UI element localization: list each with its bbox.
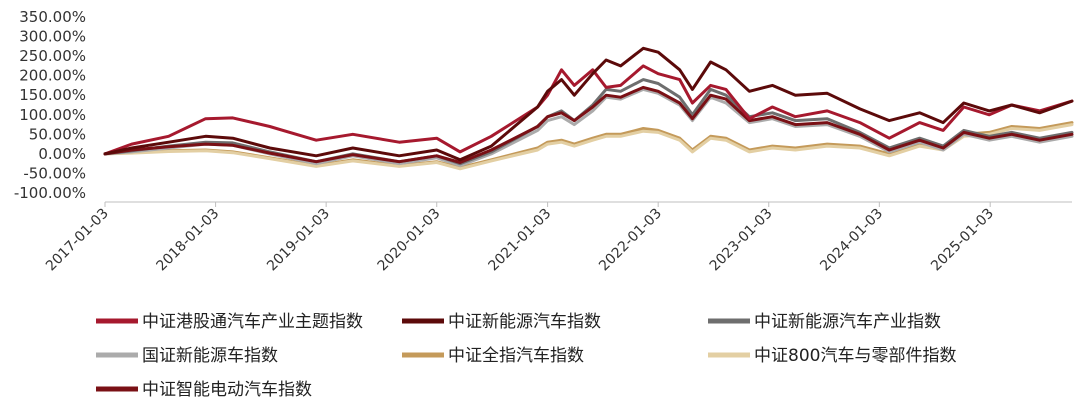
x-tick-label: 2021-01-03 (486, 206, 555, 275)
series-line (103, 123, 1074, 171)
legend-label: 国证新能源车指数 (142, 346, 278, 366)
y-tick-label: 200.00% (19, 67, 86, 85)
x-tick-label: 2020-01-03 (375, 206, 444, 275)
y-tick-label: 350.00% (19, 8, 86, 26)
series-line (103, 46, 1074, 162)
plot-area (103, 46, 1074, 171)
x-tick-label: 2018-01-03 (154, 206, 223, 275)
legend-item: 国证新能源车指数 (96, 346, 278, 366)
x-tick-label: 2019-01-03 (264, 206, 333, 275)
legend-label: 中证新能源汽车指数 (448, 312, 601, 332)
legend-item: 中证新能源汽车指数 (402, 312, 601, 332)
series-line (103, 85, 1074, 164)
x-tick-label: 2017-01-03 (43, 206, 112, 275)
y-tick-label: 150.00% (19, 86, 86, 104)
legend-item: 中证新能源汽车产业指数 (708, 312, 941, 332)
x-tick-label: 2022-01-03 (596, 206, 665, 275)
y-tick-label: -100.00% (14, 184, 86, 202)
series-line (103, 64, 1074, 156)
legend: 中证港股通汽车产业主题指数 中证新能源汽车指数 中证新能源汽车产业指数国证新能源车指… (96, 312, 956, 400)
x-tick-label: 2023-01-03 (707, 206, 776, 275)
legend-item: 中证全指汽车指数 (402, 346, 584, 366)
x-tick-label: 2025-01-03 (928, 206, 997, 275)
legend-label: 中证智能电动汽车指数 (142, 380, 312, 400)
legend-item: 中证智能电动汽车指数 (96, 380, 312, 400)
x-tick-label: 2024-01-03 (817, 206, 886, 275)
legend-label: 中证800汽车与零部件指数 (754, 346, 956, 366)
legend-label: 中证全指汽车指数 (448, 346, 584, 366)
legend-label: 中证港股通汽车产业主题指数 (142, 312, 363, 332)
legend-item: 中证800汽车与零部件指数 (708, 346, 956, 366)
y-tick-label: 300.00% (19, 28, 86, 46)
y-tick-label: 100.00% (19, 106, 86, 124)
y-tick-label: -50.00% (23, 164, 86, 182)
legend-item: 中证港股通汽车产业主题指数 (96, 312, 363, 332)
y-tick-label: 50.00% (29, 125, 86, 143)
y-tick-label: 250.00% (19, 47, 86, 65)
x-axis: 2017-01-03 2018-01-03 2019-01-03 2020-01-03… (43, 201, 1072, 275)
y-axis: 350.00% 300.00%250.00% 200.00%150.00% 100.0… (14, 8, 86, 202)
y-tick-label: 0.00% (38, 145, 86, 163)
legend-label: 中证新能源汽车产业指数 (754, 312, 941, 332)
series-line (103, 87, 1074, 168)
